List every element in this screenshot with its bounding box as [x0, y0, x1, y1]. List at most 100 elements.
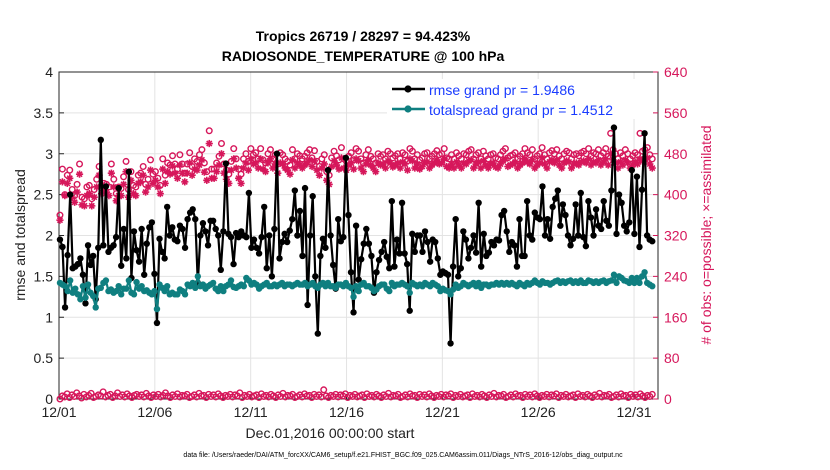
rmse-point — [342, 154, 350, 162]
rmse-point — [562, 211, 569, 219]
obs-assimilated-point — [543, 164, 551, 172]
x-tick-label: 12/01 — [41, 404, 76, 420]
obs-assimilated-marker-stroke — [548, 156, 556, 163]
obs-assimilated-marker-stroke — [257, 155, 264, 162]
rmse-point — [74, 260, 82, 268]
rmse-point — [452, 215, 459, 223]
rmse-point — [222, 160, 230, 167]
obs-assimilated-marker-stroke — [308, 163, 316, 170]
obs-assimilated-point — [396, 164, 404, 172]
rmse-point — [577, 189, 584, 197]
obs-possible-point — [288, 146, 296, 154]
obs-possible-point — [538, 144, 546, 152]
totalspread-point — [447, 291, 454, 298]
totalspread-point — [64, 287, 71, 295]
rmse-point — [148, 219, 156, 226]
obs-assimilated-point — [477, 164, 485, 172]
obs-possible-point — [440, 145, 448, 153]
obs-assimilated-marker-stroke — [110, 183, 117, 191]
obs-possible-point — [198, 146, 206, 154]
rmse-point — [158, 248, 166, 256]
obs-assimilated-point — [347, 159, 355, 167]
obs-assimilated-point — [310, 157, 319, 165]
obs-assimilated-point — [80, 202, 89, 210]
totalspread-point — [217, 282, 224, 290]
series-layer — [56, 124, 656, 403]
rmse-point — [373, 269, 380, 276]
obs-assimilated-marker-stroke — [502, 155, 509, 162]
y-tick-label-left: 3.5 — [34, 105, 54, 121]
obs-assimilated-marker-stroke — [279, 160, 286, 168]
totalspread-point — [163, 282, 171, 290]
obs-assimilated-marker-stroke — [247, 155, 254, 162]
totalspread-point — [118, 291, 125, 298]
obs-assimilated-marker-stroke — [201, 169, 208, 176]
x-tick-label: 12/26 — [521, 404, 556, 420]
totalspread-point — [355, 287, 362, 295]
rmse-point — [358, 256, 365, 263]
obs-assimilated-marker-stroke — [614, 164, 622, 172]
rmse-point — [163, 203, 171, 211]
obs-assimilated-point — [320, 160, 328, 168]
rmse-point — [365, 240, 373, 247]
rmse-point — [490, 242, 498, 249]
rmse-point — [89, 252, 97, 260]
rmse-point — [120, 225, 127, 233]
x-tick-label: 12/11 — [234, 404, 268, 420]
obs-assimilated-marker-stroke — [529, 156, 536, 163]
obs-assimilated-point — [467, 156, 475, 164]
obs-assimilated-marker-stroke — [367, 161, 374, 169]
obs-assimilated-marker-stroke — [624, 159, 631, 167]
obs-assimilated-marker-stroke — [595, 156, 602, 163]
series-obs-possible-rejected- — [56, 386, 656, 403]
rmse-point — [638, 186, 646, 193]
rmse-point — [130, 228, 138, 235]
legend-rmse-marker — [404, 85, 412, 93]
totalspread-point — [350, 293, 357, 301]
obs-assimilated-point — [511, 158, 519, 166]
obs-assimilated-point — [423, 158, 431, 166]
rmse-point — [411, 248, 419, 256]
rmse-point — [649, 238, 656, 245]
rmse-point — [388, 197, 396, 205]
rmse-point — [472, 249, 480, 256]
totalspread-point — [449, 286, 457, 293]
obs-assimilated-marker-stroke — [73, 188, 81, 196]
totalspread-point — [151, 287, 158, 295]
obs-assimilated-marker-stroke — [88, 202, 95, 209]
rmse-point — [500, 207, 508, 215]
obs-possible-point — [230, 145, 238, 153]
obs-possible-point — [320, 151, 328, 159]
obs-assimilated-point — [154, 183, 162, 191]
obs-assimilated-point — [266, 155, 275, 163]
rmse-point — [153, 319, 161, 327]
obs-possible-point — [320, 386, 328, 394]
obs-assimilated-point — [119, 180, 128, 189]
series-rmse — [56, 124, 656, 347]
totalspread-point — [613, 279, 620, 287]
obs-assimilated-marker-stroke — [267, 155, 274, 162]
rmse-point — [554, 187, 561, 194]
obs-assimilated-marker-stroke — [86, 190, 93, 197]
obs-assimilated-point — [212, 168, 221, 176]
obs-possible-point — [401, 151, 409, 159]
rmse-point — [192, 215, 199, 223]
obs-assimilated-marker-stroke — [144, 183, 152, 191]
rmse-point — [421, 228, 429, 235]
y-tick-label-left: 0 — [45, 391, 53, 407]
rmse-point — [79, 271, 87, 278]
obs-possible-point — [73, 180, 81, 188]
rmse-point — [465, 255, 472, 262]
obs-assimilated-point — [354, 157, 363, 165]
obs-assimilated-marker-stroke — [186, 159, 193, 167]
obs-assimilated-point — [518, 159, 527, 167]
totalspread-point — [641, 269, 648, 276]
rmse-point — [276, 255, 283, 262]
totalspread-point — [84, 281, 92, 288]
obs-possible-point — [58, 165, 66, 173]
obs-possible-point — [122, 157, 130, 165]
obs-assimilated-point — [168, 162, 177, 170]
totalspread-point — [74, 291, 82, 298]
totalspread-point — [115, 282, 122, 290]
obs-possible-point — [528, 146, 536, 154]
